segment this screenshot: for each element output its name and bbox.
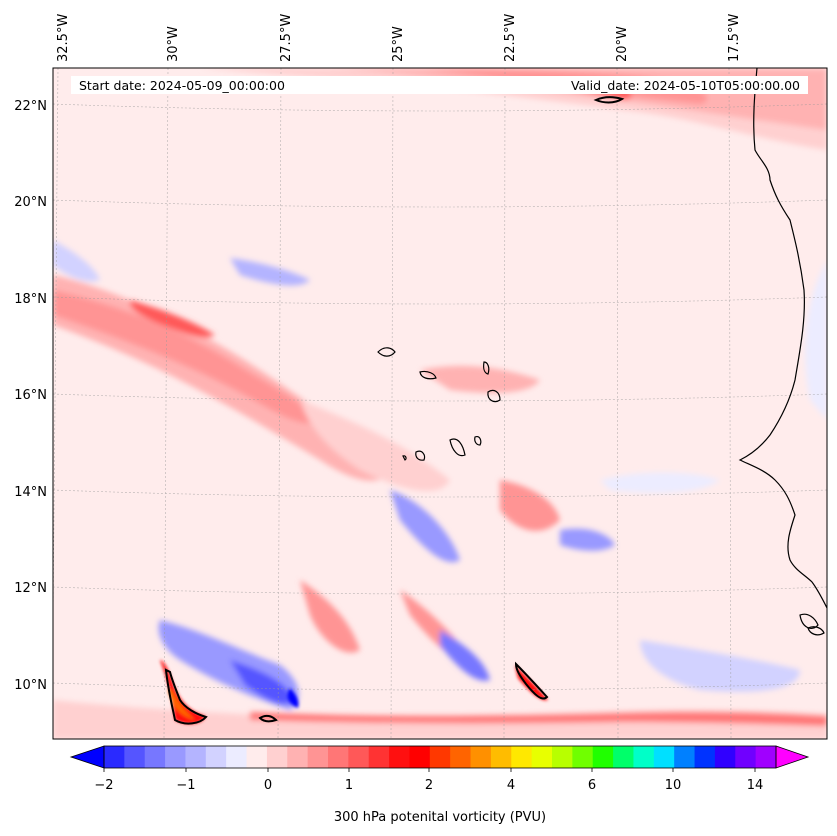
colorbar-cell (531, 746, 553, 768)
colorbar-cell (694, 746, 716, 768)
lon-label: 25°W (391, 26, 406, 62)
colorbar-cell (633, 746, 655, 768)
colorbar-label: 300 hPa potenital vorticity (PVU) (334, 810, 546, 825)
colorbar-tick-label: 10 (665, 778, 682, 793)
colorbar-tick-label: 1 (345, 778, 353, 793)
colorbar-cell (613, 746, 634, 768)
pv-contours (164, 96, 625, 725)
colorbar-tick-label: 4 (507, 778, 515, 793)
colorbar-cell (735, 746, 757, 768)
colorbar-cell (674, 746, 696, 768)
colorbar-ticks (103, 768, 756, 772)
colorbar-cell (714, 746, 736, 768)
colorbar-cell (307, 746, 329, 768)
colorbar-cell (450, 746, 472, 768)
date-banner (71, 76, 808, 94)
colorbar-cell (755, 746, 777, 768)
colorbar-cell (124, 746, 146, 768)
lon-label: 20°W (615, 26, 630, 62)
colorbar-cells (104, 746, 777, 768)
colorbar-cell (409, 746, 431, 768)
lat-label: 10°N (14, 678, 47, 693)
lat-label: 18°N (14, 292, 47, 307)
colorbar-tick-label: −2 (94, 778, 113, 793)
lat-label: 12°N (14, 581, 47, 596)
colorbar-cell (246, 746, 268, 768)
map-frame (52, 67, 828, 740)
lon-label: 32.5°W (56, 14, 71, 62)
longitude-labels: 32.5°W 30°W 27.5°W 25°W 22.5°W 20°W 17.5… (56, 14, 742, 62)
lon-label: 27.5°W (279, 14, 294, 62)
colorbar-tick-label: −1 (176, 778, 195, 793)
start-date-label: Start date: 2024-05-09_00:00:00 (79, 78, 285, 93)
colorbar-tick-labels: −2 −1 0 1 2 4 6 10 14 (94, 778, 763, 793)
pv-field (53, 68, 827, 739)
colorbar-cell (429, 746, 451, 768)
colorbar-frame (103, 745, 777, 769)
valid-date-label: Valid_date: 2024-05-10T05:00:00.00 (571, 78, 800, 93)
coastlines (377, 68, 827, 636)
colorbar-tick-label: 0 (264, 778, 272, 793)
colorbar-cell (266, 746, 288, 768)
colorbar-tick-label: 14 (747, 778, 764, 793)
colorbar-cell (511, 746, 533, 768)
colorbar-cell (490, 746, 512, 768)
colorbar-cell (592, 746, 614, 768)
colorbar-cell (389, 746, 410, 768)
colorbar-cell (368, 746, 390, 768)
colorbar-cell (552, 746, 573, 768)
colorbar-max-extend (775, 745, 810, 769)
colorbar-cell (104, 746, 125, 768)
colorbar-min-extend (69, 745, 105, 769)
colorbar-tick-label: 6 (588, 778, 596, 793)
colorbar-cell (165, 746, 186, 768)
colorbar-cell (287, 746, 309, 768)
lat-label: 14°N (14, 485, 47, 500)
colorbar-cell (144, 746, 166, 768)
colorbar-cell (185, 746, 207, 768)
colorbar-cell (348, 746, 370, 768)
colorbar-cell (572, 746, 594, 768)
colorbar-cell (470, 746, 492, 768)
lon-label: 30°W (166, 26, 181, 62)
lat-label: 16°N (14, 388, 47, 403)
colorbar-tick-label: 2 (425, 778, 433, 793)
lat-label: 22°N (14, 99, 47, 114)
lon-label: 17.5°W (727, 14, 742, 62)
colorbar-cell (205, 746, 227, 768)
colorbar: −2 −1 0 1 2 4 6 10 14 300 hPa potenital … (69, 745, 810, 825)
lon-label: 22.5°W (503, 14, 518, 62)
latitude-labels: 22°N 20°N 18°N 16°N 14°N 12°N 10°N (14, 99, 47, 693)
colorbar-cell (653, 746, 675, 768)
colorbar-cell (328, 746, 349, 768)
lat-label: 20°N (14, 195, 47, 210)
colorbar-cell (226, 746, 248, 768)
